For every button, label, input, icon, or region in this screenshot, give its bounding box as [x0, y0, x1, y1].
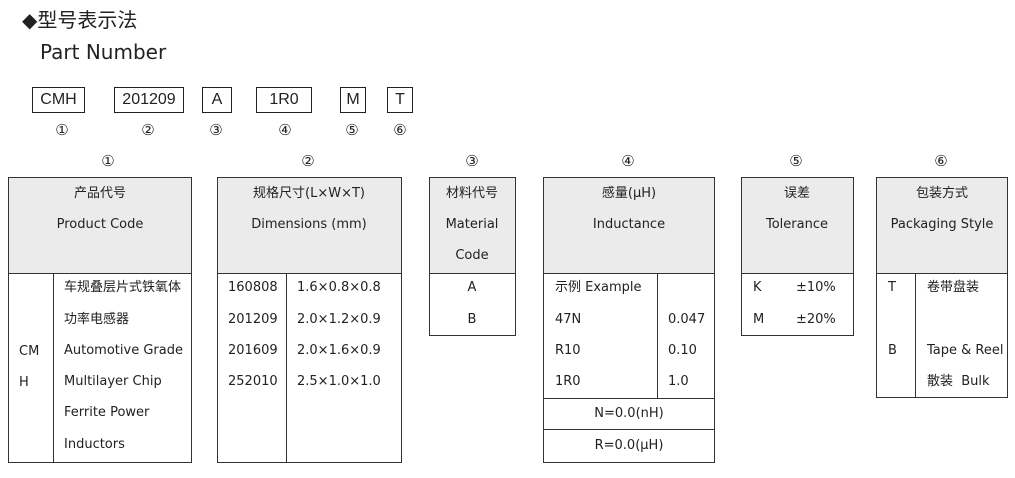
desc-line: Inductors	[64, 437, 125, 452]
ind-value: 1.0	[668, 374, 689, 389]
ind-value: 0.047	[668, 312, 706, 327]
section-title: ◆型号表示法	[22, 8, 138, 32]
marker-1: ①	[55, 121, 69, 139]
dim-code: 201609	[228, 343, 278, 358]
dimensions-table: 规格尺寸(L×W×T) Dimensions (mm) 160808 1.6×0…	[217, 177, 402, 463]
marker-3: ③	[209, 121, 223, 139]
header-en: Tolerance	[766, 217, 828, 232]
header-cn: 误差	[783, 186, 811, 201]
table-marker-4: ④	[621, 152, 635, 170]
dim-value: 2.0×1.6×0.9	[297, 343, 381, 358]
code-box-inductance: 1R0	[256, 87, 312, 113]
note-r: R=0.0(μH)	[594, 438, 664, 453]
desc-line: Automotive Grade	[64, 343, 183, 358]
ind-code: R10	[555, 343, 581, 358]
header-en: Inductance	[592, 217, 666, 232]
pack-bulk: 散装 Bulk	[927, 374, 990, 389]
table-marker-2: ②	[301, 152, 315, 170]
inductance-table: 感量(μH) Inductance 示例 Example 47N 0.047 R…	[543, 177, 715, 463]
table-marker-3: ③	[465, 152, 479, 170]
dim-code: 160808	[228, 280, 278, 295]
dim-value: 2.5×1.0×1.0	[297, 374, 381, 389]
product-code-table: 产品代号 Product Code CM H 车规叠层片式铁氧体 功率电感器 A…	[8, 177, 192, 463]
dim-code: 252010	[228, 374, 278, 389]
table-marker-6: ⑥	[934, 152, 948, 170]
code-text: CM	[19, 344, 40, 359]
packaging-table: 包装方式 Packaging Style T 卷带盘装 B Tape & Ree…	[876, 177, 1008, 398]
material-code: A	[467, 280, 477, 295]
marker-2: ②	[141, 121, 155, 139]
header-cn: 包装方式	[915, 186, 969, 201]
desc-line: Multilayer Chip	[64, 374, 162, 389]
marker-4: ④	[278, 121, 292, 139]
example-label: 示例 Example	[555, 280, 642, 295]
ind-code: 1R0	[555, 374, 581, 389]
code-text: H	[19, 375, 29, 390]
header-en: Material	[445, 217, 499, 232]
code-box-packaging: T	[387, 87, 413, 113]
marker-5: ⑤	[345, 121, 359, 139]
ind-value: 0.10	[668, 343, 697, 358]
marker-6: ⑥	[393, 121, 407, 139]
header-en: Dimensions (mm)	[251, 217, 367, 232]
section-subtitle: Part Number	[40, 40, 167, 64]
ind-code: 47N	[555, 312, 582, 327]
pack-code: B	[888, 343, 897, 358]
header-en: Product Code	[56, 217, 144, 232]
tol-code: M	[753, 312, 765, 327]
desc-line: 车规叠层片式铁氧体	[64, 280, 182, 295]
tol-value: ±20%	[796, 312, 836, 327]
tol-value: ±10%	[796, 280, 836, 295]
code-box-dimensions: 201209	[114, 87, 184, 113]
header-en-2: Code	[455, 248, 489, 263]
dim-value: 1.6×0.8×0.8	[297, 280, 381, 295]
desc-line: 功率电感器	[64, 312, 130, 327]
pack-desc: 卷带盘装	[927, 280, 980, 295]
header-cn: 感量(μH)	[601, 186, 657, 201]
table-marker-1: ①	[101, 152, 115, 170]
desc-line: Ferrite Power	[64, 405, 150, 420]
header-cn: 规格尺寸(L×W×T)	[253, 186, 365, 201]
code-box-product: CMH	[32, 87, 85, 113]
tolerance-table: 误差 Tolerance K ±10% M ±20%	[741, 177, 854, 336]
code-box-tolerance: M	[340, 87, 366, 113]
tol-code: K	[753, 280, 762, 295]
header-cn: 产品代号	[73, 186, 127, 201]
material-code: B	[467, 312, 477, 327]
header-cn: 材料代号	[445, 186, 499, 201]
dim-value: 2.0×1.2×0.9	[297, 312, 381, 327]
pack-desc: Tape & Reel	[927, 343, 1004, 358]
note-n: N=0.0(nH)	[594, 406, 664, 421]
header-en: Packaging Style	[890, 217, 994, 232]
material-table: 材料代号 Material Code A B	[429, 177, 516, 336]
pack-code: T	[888, 280, 896, 295]
table-marker-5: ⑤	[789, 152, 803, 170]
code-box-material: A	[202, 87, 232, 113]
dim-code: 201209	[228, 312, 278, 327]
